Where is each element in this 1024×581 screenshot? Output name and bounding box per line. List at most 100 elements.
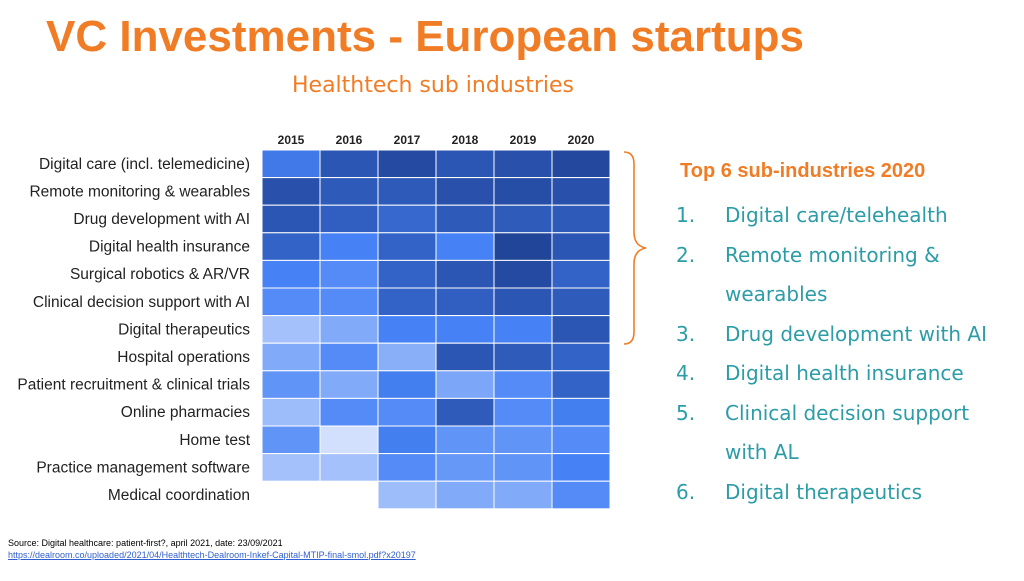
top-list-heading: Top 6 sub-industries 2020 <box>680 160 926 182</box>
heatmap-cell <box>261 315 321 344</box>
heatmap-cell <box>377 480 437 510</box>
heatmap-cell <box>435 453 495 482</box>
heatmap-cell <box>493 342 553 372</box>
x-tick-label: 2019 <box>510 133 537 147</box>
heatmap-cell <box>319 177 379 206</box>
heatmap-cell <box>377 149 437 179</box>
heatmap-cell <box>319 204 379 234</box>
heatmap-cell <box>261 259 321 289</box>
heatmap-cell <box>551 453 611 482</box>
heatmap-cell <box>435 177 495 206</box>
heatmap-cell <box>551 287 611 317</box>
heatmap-cell <box>319 453 379 482</box>
heatmap-cell <box>435 287 495 317</box>
heatmap-cell <box>377 204 437 234</box>
list-item: 1. Digital care/telehealth <box>676 203 948 227</box>
heatmap-cell <box>319 425 379 455</box>
heatmap-cell <box>493 425 553 455</box>
heatmap-cell <box>551 370 611 399</box>
heatmap-cell <box>435 397 495 427</box>
source-link[interactable]: https://dealroom.co/uploaded/2021/04/Hea… <box>8 550 416 560</box>
heatmap-cell <box>261 149 321 179</box>
curly-brace-icon <box>623 151 647 345</box>
heatmap-cell <box>493 397 553 427</box>
y-tick-label: Surgical robotics & AR/VR <box>70 266 250 283</box>
x-tick-label: 2018 <box>452 133 479 147</box>
y-tick-label: Digital health insurance <box>89 239 250 256</box>
heatmap-cell <box>435 315 495 344</box>
heatmap-cell <box>261 397 321 427</box>
heatmap-cell <box>261 287 321 317</box>
heatmap-cell <box>493 232 553 261</box>
y-tick-label: Clinical decision support with AI <box>33 294 250 311</box>
heatmap-cell <box>493 287 553 317</box>
source-text: Source: Digital healthcare: patient-firs… <box>8 538 283 548</box>
heatmap-cell <box>551 315 611 344</box>
x-tick-label: 2017 <box>394 133 421 147</box>
heatmap-cell <box>493 370 553 399</box>
heatmap-cell <box>261 177 321 206</box>
heatmap-cell <box>551 259 611 289</box>
y-tick-label: Online pharmacies <box>121 404 250 421</box>
heatmap-cell <box>435 480 495 510</box>
heatmap-cell <box>377 425 437 455</box>
heatmap-cell <box>261 370 321 399</box>
heatmap-cell <box>435 342 495 372</box>
heatmap-cell <box>493 453 553 482</box>
y-tick-label: Remote monitoring & wearables <box>29 183 250 200</box>
y-tick-label: Drug development with AI <box>73 211 250 228</box>
source-note: Source: Digital healthcare: patient-firs… <box>8 537 416 561</box>
heatmap-cell <box>493 480 553 510</box>
x-tick-label: 2020 <box>568 133 595 147</box>
heatmap-cell <box>319 397 379 427</box>
heatmap-cell <box>551 149 611 179</box>
heatmap-cell <box>319 149 379 179</box>
heatmap-cell <box>435 425 495 455</box>
y-tick-label: Home test <box>179 432 250 449</box>
heatmap-cell <box>551 397 611 427</box>
heatmap-cell <box>377 259 437 289</box>
y-tick-label: Digital therapeutics <box>118 321 250 338</box>
heatmap-cell <box>493 204 553 234</box>
heatmap-cell <box>377 287 437 317</box>
x-tick-label: 2015 <box>278 133 305 147</box>
y-tick-label: Digital care (incl. telemedicine) <box>39 156 250 173</box>
heatmap-cell <box>551 425 611 455</box>
heatmap-cell <box>493 259 553 289</box>
list-item: 4. Digital health insurance <box>676 361 964 385</box>
heatmap-cell <box>261 204 321 234</box>
page-subtitle: Healthtech sub industries <box>292 73 575 98</box>
heatmap-cell <box>319 315 379 344</box>
list-item: 2. Remote monitoring & wearables <box>676 242 940 307</box>
heatmap-cell <box>493 149 553 179</box>
y-tick-label: Practice management software <box>36 459 250 476</box>
y-tick-label: Medical coordination <box>108 487 250 504</box>
page-title: VC Investments - European startups <box>46 12 804 61</box>
heatmap-cell <box>493 177 553 206</box>
y-tick-label: Hospital operations <box>117 349 250 366</box>
heatmap-cell <box>377 315 437 344</box>
list-item: 6. Digital therapeutics <box>676 479 923 504</box>
heatmap-cell <box>319 342 379 372</box>
heatmap-cell <box>551 342 611 372</box>
heatmap-cell <box>435 204 495 234</box>
heatmap-cell <box>261 232 321 261</box>
heatmap-cell <box>551 480 611 510</box>
heatmap-cell <box>319 232 379 261</box>
list-item: 5. Clinical decision support with AL <box>676 400 970 465</box>
heatmap-cell <box>435 149 495 179</box>
y-tick-label: Patient recruitment & clinical trials <box>17 377 250 394</box>
heatmap-cell <box>377 342 437 372</box>
x-tick-label: 2016 <box>336 133 363 147</box>
heatmap-cell <box>493 315 553 344</box>
heatmap-cell <box>435 259 495 289</box>
top-sub-industries-list: 1. Digital care/telehealth 2. Remote monit… <box>676 196 1016 512</box>
heatmap-cell <box>435 232 495 261</box>
heatmap-cell <box>319 259 379 289</box>
heatmap-cell <box>377 232 437 261</box>
heatmap-cell <box>551 204 611 234</box>
heatmap-cell <box>551 177 611 206</box>
heatmap-cell <box>261 425 321 455</box>
heatmap-chart: 2015 2016 2017 2018 2019 2020 Digital care (i… <box>17 133 611 510</box>
heatmap-cell <box>377 370 437 399</box>
